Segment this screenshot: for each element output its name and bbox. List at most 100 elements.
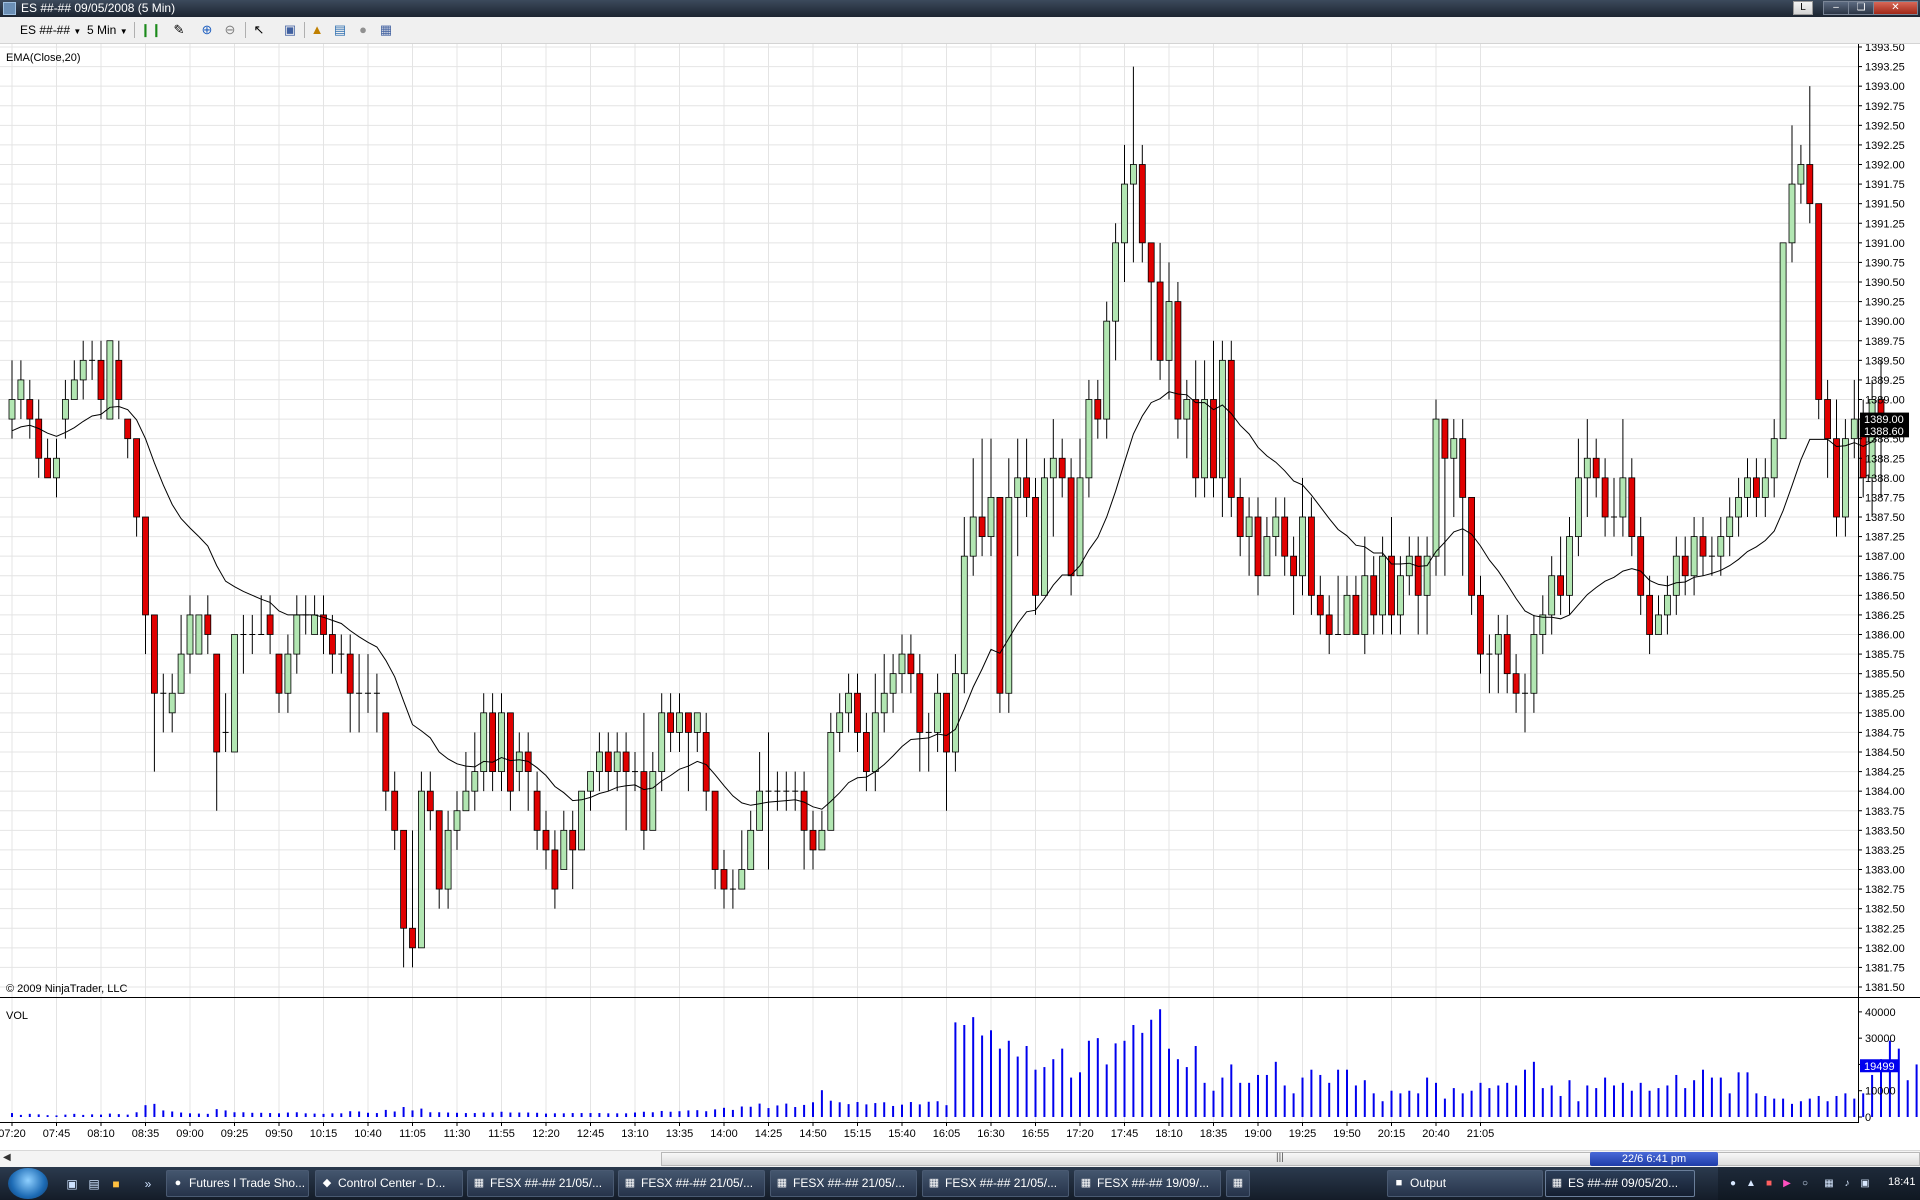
tray-app-icon[interactable]: ▣	[1860, 1178, 1870, 1189]
show-desktop-icon[interactable]: ▣	[66, 1177, 78, 1191]
close-button[interactable]: ✕	[1873, 1, 1918, 15]
candle	[204, 595, 212, 655]
price-axis-line	[1858, 44, 1859, 1123]
candle	[1103, 301, 1111, 439]
crosshair-icon[interactable]: ▣	[283, 22, 297, 37]
candle	[249, 614, 256, 655]
price-tick-label: 1384.50	[1865, 747, 1905, 759]
start-button[interactable]	[8, 1168, 48, 1199]
candle-body	[738, 869, 746, 890]
chart-panel[interactable]: 1381.50 1381.75 1382.00 1382.25 1382.50 1382.…	[0, 44, 1920, 1150]
candle	[89, 340, 96, 380]
candle	[391, 771, 399, 850]
volume-icon[interactable]: ♪	[1844, 1178, 1850, 1189]
candle	[676, 693, 683, 752]
price-tick-label: 1386.00	[1865, 630, 1905, 642]
price-tick-label: 1391.75	[1865, 179, 1905, 191]
network-icon[interactable]: ▦	[1824, 1178, 1834, 1189]
candle	[97, 340, 105, 420]
panel-divider	[0, 997, 1920, 998]
time-tick-label: 16:05	[933, 1128, 961, 1140]
candle	[70, 360, 78, 400]
candle-body	[1299, 516, 1306, 577]
candle	[952, 654, 959, 772]
candle	[142, 516, 149, 655]
taskbar-item[interactable]: ▦ FESX ##-## 21/05/...	[922, 1170, 1069, 1197]
folder-icon[interactable]: ■	[112, 1177, 120, 1191]
candle-body	[1219, 359, 1226, 479]
candle	[1290, 536, 1297, 615]
candle-body	[1121, 183, 1128, 244]
candle	[1530, 614, 1538, 713]
indicators-icon[interactable]: ▤	[333, 22, 347, 37]
price-tick-label: 1393.00	[1865, 81, 1905, 93]
candle	[818, 810, 826, 851]
candle-body	[613, 751, 621, 772]
candle	[916, 654, 924, 772]
tray-app-icon[interactable]: ▲	[1746, 1178, 1756, 1189]
ema-price-marker: 1388.60	[1860, 424, 1909, 438]
candle	[293, 595, 301, 674]
scroll-left-icon[interactable]: ◀	[3, 1152, 11, 1163]
taskbar-item[interactable]: ▦ FESX ##-## 21/05/...	[618, 1170, 765, 1197]
tray-app-icon[interactable]: ■	[1765, 1178, 1773, 1189]
properties-icon[interactable]: ▦	[379, 22, 393, 37]
cursor-icon[interactable]: ↖	[253, 22, 265, 37]
time-tick-label: 07:45	[43, 1128, 71, 1140]
candle	[729, 869, 736, 909]
instrument-selector[interactable]: ES ##-## ▼	[20, 21, 81, 39]
tray-app-icon[interactable]: ▶	[1783, 1178, 1791, 1189]
drawing-tool-icon[interactable]: ✎	[173, 22, 185, 37]
link-button[interactable]: L	[1793, 1, 1813, 15]
scrollbar-thumb[interactable]	[661, 1152, 1920, 1166]
taskbar-item[interactable]: ◆ Control Center - D...	[315, 1170, 463, 1197]
candle	[328, 614, 336, 674]
zoom-out-icon[interactable]: ⊖	[224, 22, 236, 37]
candle-body	[596, 751, 603, 772]
candle-body	[1735, 497, 1742, 518]
candle	[1655, 595, 1662, 635]
candle-body	[1379, 555, 1386, 616]
candle	[1005, 458, 1013, 713]
taskbar-item[interactable]: ● Futures I Trade Sho...	[166, 1170, 309, 1197]
time-tick-label: 11:55	[488, 1128, 515, 1140]
taskbar-item[interactable]: ▦ FESX ##-## 19/09/...	[1074, 1170, 1221, 1197]
candle-body	[17, 379, 25, 400]
candle	[1468, 497, 1475, 615]
candle	[1147, 242, 1155, 361]
candle	[133, 438, 141, 537]
candle	[1512, 654, 1520, 713]
data-series-icon[interactable]: ▲	[310, 22, 324, 37]
candle-body	[1575, 477, 1582, 537]
tray-app-icon[interactable]: ○	[1801, 1178, 1809, 1189]
candle-body	[658, 712, 666, 772]
volume-bars	[11, 1009, 1918, 1117]
interval-selector[interactable]: 5 Min ▼	[87, 21, 128, 39]
taskbar-item[interactable]: ▦ ES ##-## 09/05/20...	[1545, 1170, 1695, 1197]
taskbar-item[interactable]: ▦ FESX ##-## 21/05/...	[467, 1170, 614, 1197]
strategy-icon[interactable]: ●	[359, 22, 367, 37]
minimize-button[interactable]: –	[1823, 1, 1849, 15]
candle-body	[391, 790, 399, 831]
candle-body	[204, 614, 212, 635]
chart-style-icon[interactable]: ❙❙	[140, 22, 162, 37]
taskbar-item[interactable]: ▦	[1226, 1170, 1250, 1197]
candle-body	[1548, 575, 1556, 616]
candle-body	[1370, 575, 1378, 616]
candle-body	[1815, 203, 1823, 400]
zoom-in-icon[interactable]: ⊕	[201, 22, 213, 37]
taskbar-item[interactable]: ■ Output	[1387, 1170, 1543, 1197]
taskbar-item[interactable]: ▦ FESX ##-## 21/05/...	[770, 1170, 917, 1197]
maximize-button[interactable]: ❏	[1848, 1, 1874, 15]
clock[interactable]: 18:41	[1888, 1176, 1916, 1188]
candle	[1842, 419, 1849, 537]
candle	[1023, 438, 1030, 517]
candle-body	[462, 790, 470, 812]
candle-body	[1824, 399, 1831, 440]
more-quicklaunch-icon[interactable]: »	[144, 1177, 152, 1191]
tray-app-icon[interactable]: ●	[1729, 1178, 1737, 1189]
candle-body	[142, 516, 149, 616]
candle-body	[1503, 634, 1511, 675]
switch-windows-icon[interactable]: ▤	[88, 1177, 100, 1191]
candle	[400, 829, 408, 968]
